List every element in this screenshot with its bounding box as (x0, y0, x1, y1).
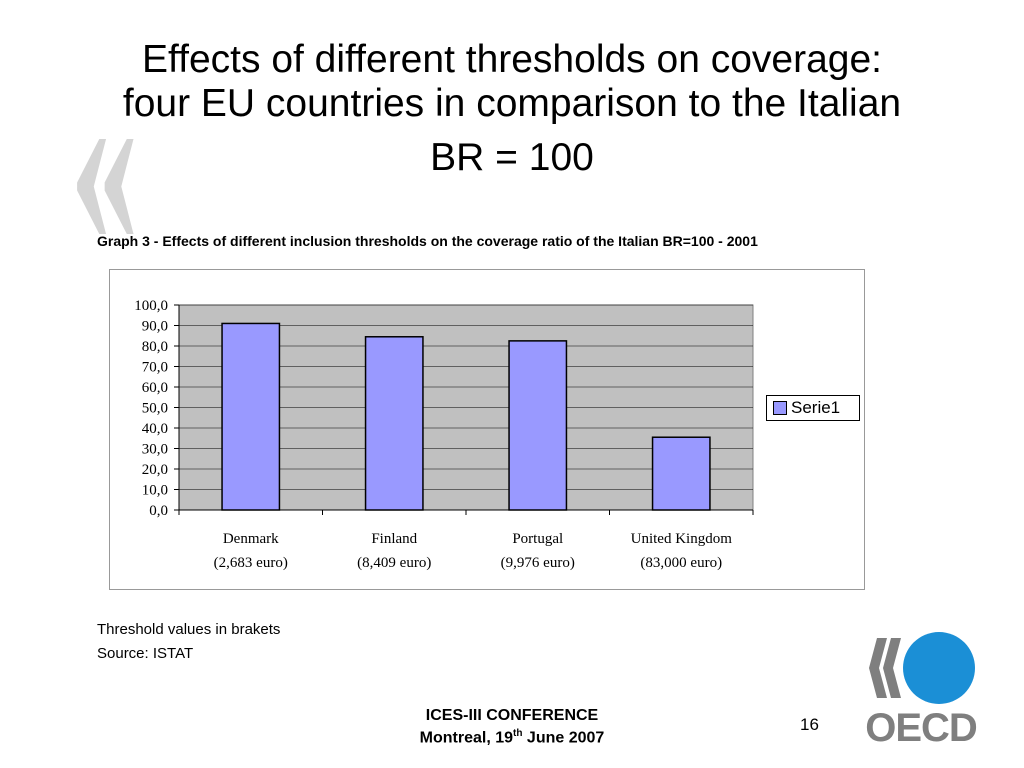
bar-finland (364, 336, 424, 511)
bar-united-kingdom (651, 436, 711, 511)
footer-conference: ICES-III CONFERENCE (425, 707, 599, 724)
bar-portugal (508, 340, 568, 511)
y-tick-label: 20,0 (142, 462, 168, 478)
x-category-label: Finland (371, 531, 417, 547)
y-tick-label: 80,0 (142, 339, 168, 355)
y-tick-label: 30,0 (142, 442, 168, 458)
title-line-3: BR = 100 (430, 136, 594, 180)
y-tick-label: 90,0 (142, 319, 168, 335)
x-threshold-label: (9,976 euro) (501, 555, 575, 571)
conference-footer: ICES-III CONFERENCE Montreal, 19th June … (362, 706, 662, 749)
x-category-label: United Kingdom (631, 531, 733, 547)
threshold-note: Threshold values in brakets (97, 621, 281, 638)
bar-denmark (221, 322, 281, 511)
footer-date: Montreal, 19th June 2007 (419, 727, 605, 747)
y-tick-label: 40,0 (142, 421, 168, 437)
legend-label: Serie1 (791, 398, 841, 417)
x-threshold-label: (8,409 euro) (357, 555, 431, 571)
page-number: 16 (800, 715, 819, 734)
chart-legend: Serie1 (766, 395, 860, 421)
x-category-label: Portugal (512, 531, 563, 547)
graph-caption: Graph 3 - Effects of different inclusion… (97, 233, 758, 249)
source-note: Source: ISTAT (97, 645, 194, 662)
y-tick-label: 60,0 (142, 380, 168, 396)
logo-globe (903, 632, 975, 704)
y-tick-label: 100,0 (134, 298, 168, 314)
page-title: Effects of different thresholds on cover… (40, 38, 984, 180)
oecd-logo: OECD (865, 632, 977, 744)
y-tick-label: 0,0 (149, 503, 168, 519)
y-tick-label: 70,0 (142, 360, 168, 376)
logo-chevrons (869, 638, 901, 698)
y-tick-label: 50,0 (142, 401, 168, 417)
logo-text: OECD (865, 706, 977, 744)
x-threshold-label: (2,683 euro) (214, 555, 288, 571)
title-line-1: Effects of different thresholds on cover… (141, 38, 882, 81)
legend-swatch (773, 401, 787, 415)
x-category-label: Denmark (223, 531, 279, 547)
x-threshold-label: (83,000 euro) (640, 555, 722, 571)
title-line-2: four EU countries in comparison to the I… (122, 82, 902, 126)
y-tick-label: 10,0 (142, 483, 168, 499)
